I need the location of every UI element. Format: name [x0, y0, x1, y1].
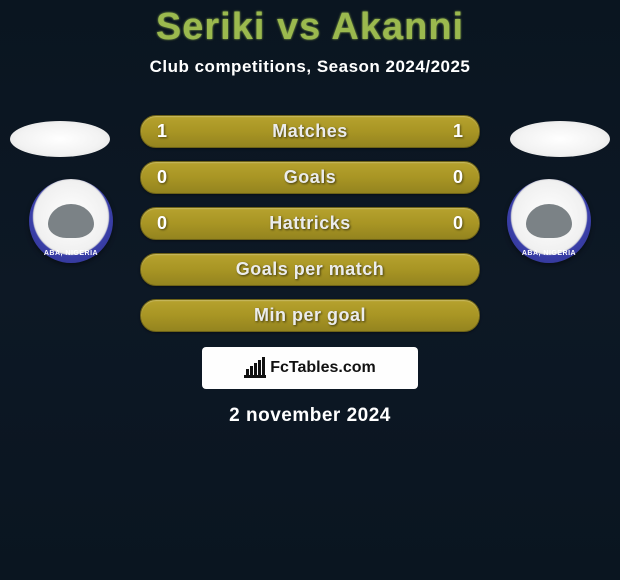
- comparison-stage: ABA, NIGERIA ABA, NIGERIA 1 Matches 1 0 …: [0, 115, 620, 427]
- brand-label: FcTables.com: [270, 359, 376, 377]
- stat-right: 0: [443, 167, 463, 188]
- bars-icon: [244, 358, 266, 378]
- elephant-icon: [48, 204, 94, 238]
- stat-left: 1: [157, 121, 177, 142]
- stat-bars: 1 Matches 1 0 Goals 0 0 Hattricks 0 Goal…: [140, 115, 480, 332]
- elephant-icon: [526, 204, 572, 238]
- stat-left: 0: [157, 167, 177, 188]
- brand-badge[interactable]: FcTables.com: [202, 347, 418, 389]
- stat-label: Min per goal: [254, 305, 366, 326]
- stat-row-goals: 0 Goals 0: [140, 161, 480, 194]
- stat-right: 1: [443, 121, 463, 142]
- jersey-left: [10, 121, 110, 157]
- club-badge-right: ABA, NIGERIA: [507, 179, 591, 263]
- stat-label: Matches: [272, 121, 348, 142]
- stat-right: 0: [443, 213, 463, 234]
- stat-row-hattricks: 0 Hattricks 0: [140, 207, 480, 240]
- stat-row-mpg: Min per goal: [140, 299, 480, 332]
- jersey-right: [510, 121, 610, 157]
- club-badge-left: ABA, NIGERIA: [29, 179, 113, 263]
- badge-text-right: ABA, NIGERIA: [522, 250, 576, 257]
- stat-row-gpm: Goals per match: [140, 253, 480, 286]
- page-title: Seriki vs Akanni: [156, 6, 464, 49]
- stat-label: Hattricks: [269, 213, 351, 234]
- badge-text-left: ABA, NIGERIA: [44, 250, 98, 257]
- stat-label: Goals per match: [236, 259, 385, 280]
- snapshot-date: 2 november 2024: [229, 405, 391, 427]
- page-subtitle: Club competitions, Season 2024/2025: [150, 57, 471, 77]
- stat-row-matches: 1 Matches 1: [140, 115, 480, 148]
- stat-label: Goals: [284, 167, 337, 188]
- stat-left: 0: [157, 213, 177, 234]
